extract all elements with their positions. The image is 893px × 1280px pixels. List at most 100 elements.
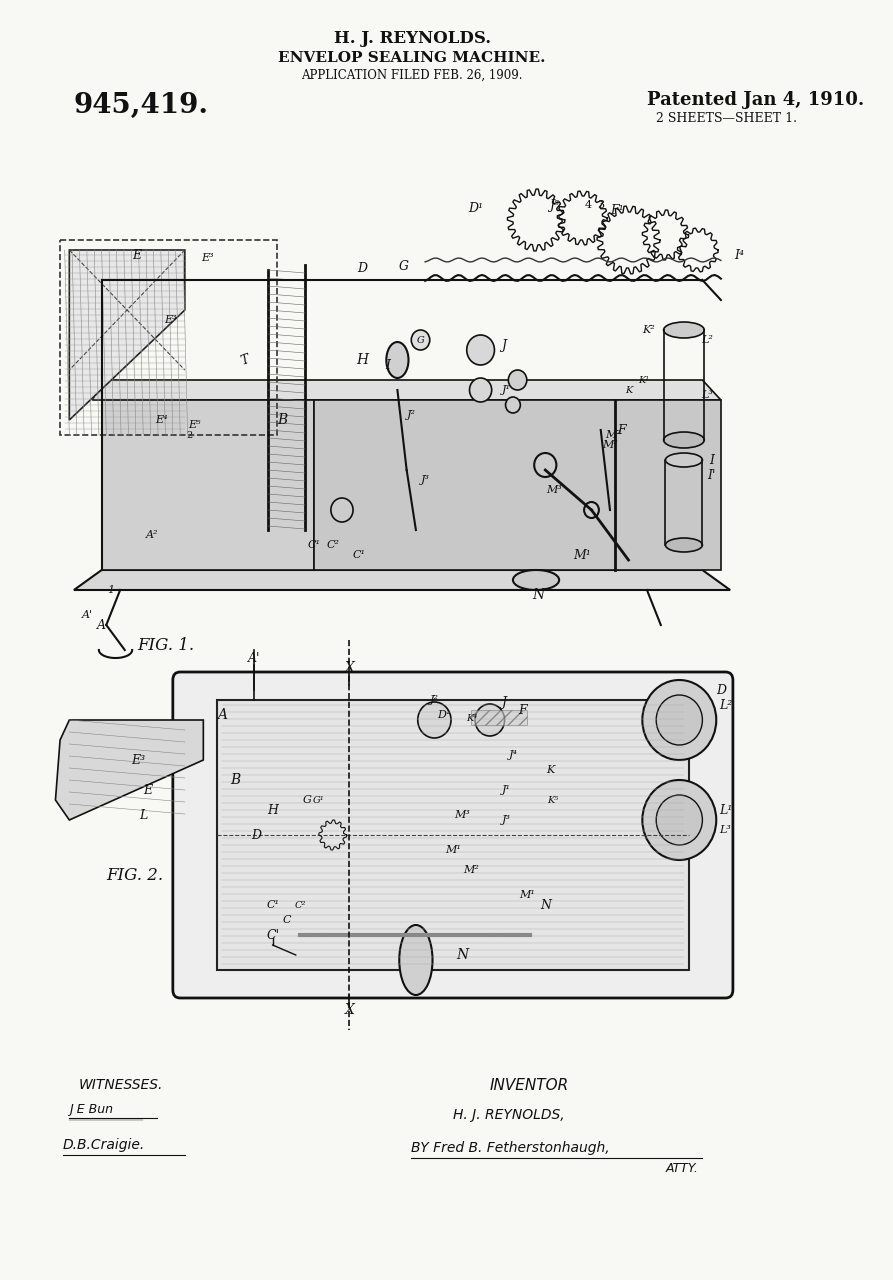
Text: D: D	[716, 684, 726, 696]
Text: J⁴: J⁴	[508, 750, 517, 760]
Text: J¹: J¹	[502, 385, 511, 396]
Text: C¹: C¹	[308, 540, 321, 550]
Circle shape	[505, 397, 521, 413]
Text: X: X	[345, 1004, 355, 1018]
Text: A: A	[97, 618, 106, 631]
FancyBboxPatch shape	[472, 710, 527, 724]
Text: G: G	[417, 335, 424, 344]
Text: J²: J²	[430, 695, 438, 705]
Ellipse shape	[387, 342, 408, 378]
Ellipse shape	[665, 538, 703, 552]
Text: D: D	[357, 261, 367, 274]
Text: E³: E³	[164, 315, 178, 325]
Text: C²: C²	[295, 901, 306, 910]
Text: H. J. REYNOLDS,: H. J. REYNOLDS,	[453, 1108, 564, 1123]
Circle shape	[470, 378, 492, 402]
Polygon shape	[102, 401, 314, 570]
Text: M¹: M¹	[519, 890, 535, 900]
Text: L²: L²	[719, 699, 732, 712]
Text: ATTY.: ATTY.	[665, 1161, 698, 1175]
Circle shape	[656, 795, 703, 845]
Text: H: H	[356, 353, 368, 367]
Circle shape	[475, 704, 505, 736]
Text: N: N	[539, 899, 551, 911]
Circle shape	[656, 695, 703, 745]
Text: J⁵: J⁵	[549, 198, 560, 211]
Circle shape	[418, 701, 451, 739]
Ellipse shape	[665, 453, 703, 467]
Text: J: J	[501, 338, 506, 352]
Text: A²: A²	[146, 530, 159, 540]
Text: 4: 4	[584, 200, 591, 210]
Circle shape	[534, 453, 556, 477]
Text: E: E	[143, 783, 153, 796]
Text: X: X	[345, 660, 355, 675]
Text: C²: C²	[326, 540, 339, 550]
Text: J E Bun: J E Bun	[70, 1103, 113, 1116]
Circle shape	[508, 370, 527, 390]
Text: F¹: F¹	[611, 204, 624, 216]
Text: APPLICATION FILED FEB. 26, 1909.: APPLICATION FILED FEB. 26, 1909.	[302, 69, 523, 82]
Text: M¹: M¹	[445, 845, 461, 855]
Text: D¹: D¹	[437, 710, 450, 719]
Text: C: C	[282, 915, 291, 925]
Text: I: I	[386, 358, 390, 371]
Text: FIG. 2.: FIG. 2.	[106, 867, 163, 883]
Text: L²: L²	[701, 335, 713, 346]
Text: E⁵: E⁵	[188, 420, 200, 430]
Text: H. J. REYNOLDS.: H. J. REYNOLDS.	[334, 29, 491, 46]
Text: E⁴: E⁴	[155, 415, 168, 425]
Text: N: N	[456, 948, 468, 963]
Text: L¹: L¹	[719, 804, 732, 817]
Text: E: E	[132, 248, 141, 261]
Text: M¹: M¹	[573, 549, 591, 562]
Text: M²: M²	[463, 865, 480, 876]
Text: C¹: C¹	[352, 550, 365, 561]
Text: N: N	[533, 588, 545, 602]
Text: L: L	[139, 809, 147, 822]
Text: F: F	[617, 424, 625, 436]
Circle shape	[642, 680, 716, 760]
Polygon shape	[314, 401, 721, 570]
Polygon shape	[217, 700, 689, 970]
Text: T: T	[238, 352, 251, 367]
Text: WITNESSES.: WITNESSES.	[79, 1078, 163, 1092]
Circle shape	[642, 780, 716, 860]
Text: K: K	[546, 765, 554, 774]
Text: M²: M²	[602, 440, 618, 451]
Text: M³: M³	[547, 485, 563, 495]
Text: E³: E³	[202, 253, 214, 262]
Text: K⁴: K⁴	[466, 713, 477, 722]
Ellipse shape	[513, 570, 559, 590]
Text: F: F	[518, 704, 527, 717]
Text: J³: J³	[421, 475, 430, 485]
Text: G: G	[399, 260, 409, 273]
Text: M²: M²	[605, 430, 621, 440]
Ellipse shape	[399, 925, 432, 995]
Text: 3: 3	[597, 200, 605, 210]
Text: K⁵: K⁵	[547, 795, 558, 805]
Text: J²: J²	[407, 410, 416, 420]
Polygon shape	[74, 570, 730, 590]
Text: A': A'	[82, 611, 93, 620]
Text: K¹: K¹	[638, 375, 650, 384]
Text: A': A'	[248, 652, 261, 664]
Ellipse shape	[663, 433, 705, 448]
Text: G: G	[303, 795, 312, 805]
Polygon shape	[55, 719, 204, 820]
Text: 1: 1	[107, 585, 114, 595]
Text: L³: L³	[720, 826, 731, 835]
Text: A: A	[217, 708, 227, 722]
Text: FIG. 1.: FIG. 1.	[137, 636, 194, 654]
Text: K²: K²	[642, 325, 655, 335]
Circle shape	[412, 330, 430, 349]
Ellipse shape	[663, 323, 705, 338]
Text: D¹: D¹	[469, 201, 483, 215]
Text: I': I'	[707, 468, 716, 481]
Text: J: J	[501, 695, 506, 709]
Text: B: B	[230, 773, 241, 787]
Polygon shape	[70, 250, 185, 420]
Circle shape	[467, 335, 495, 365]
Circle shape	[331, 498, 353, 522]
Text: BY Fred B. Fetherstonhaugh,: BY Fred B. Fetherstonhaugh,	[412, 1140, 610, 1155]
